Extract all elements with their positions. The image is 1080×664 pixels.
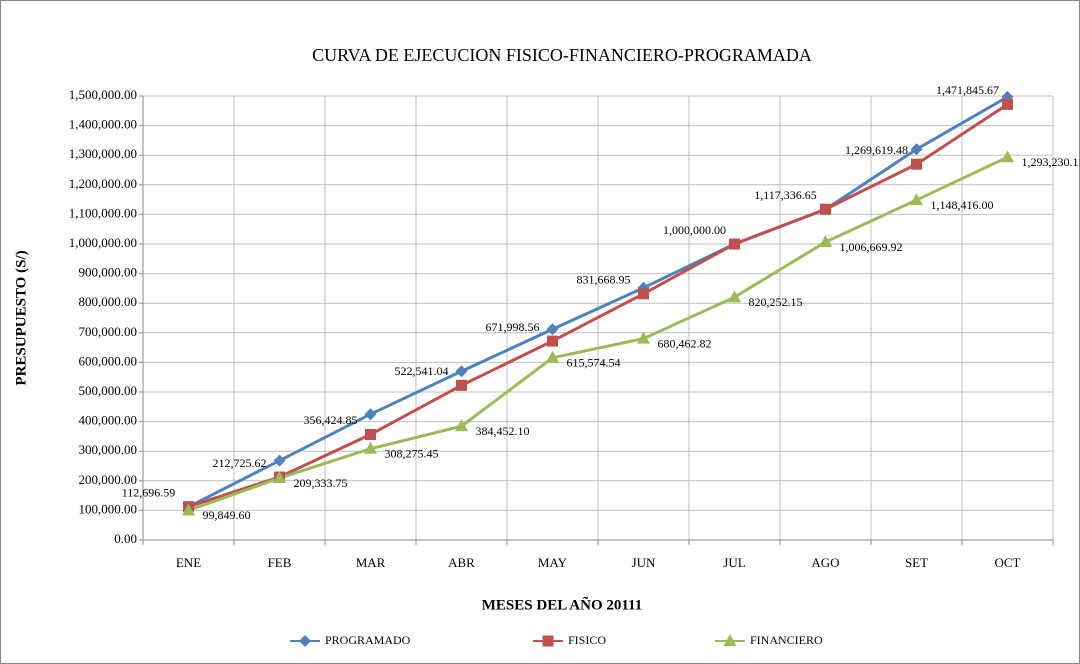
x-tick-label: JUL bbox=[723, 555, 745, 570]
y-tick-label: 200,000.00 bbox=[79, 472, 138, 487]
y-tick-label: 700,000.00 bbox=[79, 324, 138, 339]
y-tick-label: 300,000.00 bbox=[79, 442, 138, 457]
marker bbox=[546, 350, 559, 363]
marker bbox=[1001, 150, 1014, 163]
marker bbox=[456, 379, 467, 391]
data-label: 308,275.45 bbox=[385, 447, 439, 461]
data-label: 99,849.60 bbox=[203, 508, 251, 522]
y-tick-label: 800,000.00 bbox=[79, 294, 138, 309]
marker bbox=[1002, 98, 1013, 110]
x-axis-title: MESES DEL AÑO 20111 bbox=[482, 595, 642, 613]
legend-label: FISICO bbox=[568, 633, 606, 647]
marker bbox=[364, 441, 377, 454]
marker bbox=[910, 193, 923, 206]
legend-label: PROGRAMADO bbox=[325, 633, 411, 647]
legend-marker bbox=[542, 635, 554, 647]
data-label: 1,000,000.00 bbox=[663, 223, 726, 237]
x-tick-label: MAY bbox=[538, 555, 568, 570]
data-label: 1,148,416.00 bbox=[931, 198, 994, 212]
marker bbox=[455, 419, 468, 432]
series-line bbox=[187, 155, 1009, 512]
series-line bbox=[187, 95, 1009, 509]
data-label: 384,452.10 bbox=[476, 424, 530, 438]
data-label: 680,462.82 bbox=[658, 336, 712, 350]
y-tick-label: 100,000.00 bbox=[79, 501, 138, 516]
data-label: 209,333.75 bbox=[294, 476, 348, 490]
marker bbox=[273, 454, 286, 467]
y-tick-label: 1,300,000.00 bbox=[69, 146, 137, 161]
marker bbox=[910, 143, 923, 156]
marker bbox=[364, 408, 377, 421]
marker bbox=[455, 365, 468, 378]
x-tick-label: AGO bbox=[811, 555, 839, 570]
data-label: 671,998.56 bbox=[486, 320, 540, 334]
data-label: 212,725.62 bbox=[213, 456, 267, 470]
marker bbox=[547, 335, 558, 347]
marker bbox=[911, 158, 922, 170]
data-label: 112,696.59 bbox=[122, 485, 176, 499]
x-tick-label: ENE bbox=[176, 555, 201, 570]
data-label: 1,269,619.48 bbox=[845, 143, 908, 157]
data-label: 1,006,669.92 bbox=[840, 240, 903, 254]
series-line bbox=[188, 103, 1009, 509]
marker bbox=[273, 471, 286, 484]
x-tick-label: SET bbox=[905, 555, 928, 570]
x-tick-label: MAR bbox=[356, 555, 386, 570]
x-tick-label: FEB bbox=[268, 555, 292, 570]
y-tick-label: 0.00 bbox=[114, 531, 137, 546]
x-tick-label: OCT bbox=[995, 555, 1021, 570]
chart-title: CURVA DE EJECUCION FISICO-FINANCIERO-PRO… bbox=[312, 45, 812, 65]
y-tick-label: 500,000.00 bbox=[79, 383, 138, 398]
y-tick-label: 1,400,000.00 bbox=[69, 117, 137, 132]
marker bbox=[729, 238, 740, 250]
data-label: 831,668.95 bbox=[577, 273, 631, 287]
legend-marker bbox=[723, 634, 737, 646]
x-tick-label: ABR bbox=[448, 555, 475, 570]
y-axis-title: PRESUPUESTO (S/) bbox=[13, 250, 29, 385]
y-tick-label: 1,000,000.00 bbox=[69, 235, 137, 250]
data-label: 1,117,336.65 bbox=[754, 188, 817, 202]
marker bbox=[365, 428, 376, 440]
marker bbox=[182, 503, 195, 516]
data-label: 522,541.04 bbox=[395, 364, 449, 378]
marker bbox=[728, 290, 741, 303]
legend-label: FINANCIERO bbox=[750, 633, 823, 647]
y-tick-label: 1,500,000.00 bbox=[69, 87, 137, 102]
data-label: 820,252.15 bbox=[749, 295, 803, 309]
marker bbox=[819, 235, 832, 248]
y-tick-label: 1,100,000.00 bbox=[69, 205, 137, 220]
data-label: 356,424.85 bbox=[304, 413, 358, 427]
legend-marker bbox=[299, 635, 311, 647]
data-label: 1,293,230.11 bbox=[1022, 155, 1080, 169]
data-label: 1,471,845.67 bbox=[936, 83, 999, 97]
marker bbox=[820, 203, 831, 215]
y-tick-label: 400,000.00 bbox=[79, 413, 138, 428]
y-tick-label: 900,000.00 bbox=[79, 265, 138, 280]
x-tick-label: JUN bbox=[632, 555, 656, 570]
y-tick-label: 1,200,000.00 bbox=[69, 176, 137, 191]
marker bbox=[546, 323, 559, 336]
marker bbox=[638, 288, 649, 300]
marker bbox=[637, 331, 650, 344]
y-tick-label: 600,000.00 bbox=[79, 353, 138, 368]
data-label: 615,574.54 bbox=[567, 356, 621, 370]
